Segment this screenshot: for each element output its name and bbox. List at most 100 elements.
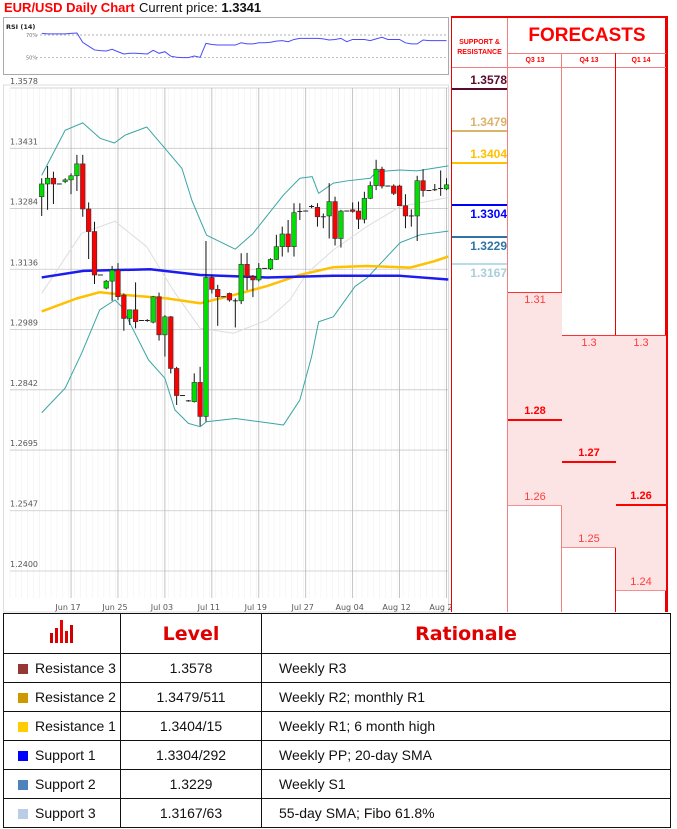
candle-body (279, 233, 285, 248)
candle-body (121, 294, 127, 319)
candle-body (74, 163, 80, 177)
color-swatch-icon (18, 809, 28, 819)
y-tick-label: 1.2989 (10, 319, 38, 328)
x-tick-label: Aug 04 (335, 603, 363, 612)
level-value: 1.3404/15 (120, 711, 262, 741)
color-swatch-icon (18, 780, 28, 790)
candle-body (355, 210, 362, 220)
table-row: Support 1 1.3304/292 Weekly PP; 20-day S… (3, 740, 671, 770)
level-value: 1.3229 (120, 769, 262, 799)
level-line (452, 204, 507, 207)
level-name-cell: Support 1 (3, 740, 121, 770)
forecast-mid-line (616, 503, 666, 506)
candle-body (39, 183, 45, 197)
rsi-panel (3, 17, 449, 75)
table-row: Resistance 1 1.3404/15 Weekly R1; 6 mont… (3, 711, 671, 741)
candle-body (350, 209, 356, 212)
candle-body (197, 382, 203, 417)
candle-body (50, 177, 57, 185)
candle-body (226, 293, 233, 301)
color-swatch-icon (18, 664, 28, 674)
candle-body (150, 296, 156, 323)
candle-body (174, 368, 180, 396)
forecast-mid-line (562, 461, 616, 464)
level-name-cell: Resistance 1 (3, 711, 121, 741)
candle-body (332, 201, 338, 239)
current-price-value: 1.3341 (221, 0, 262, 15)
forecast-low-label: 1.25 (578, 533, 600, 546)
level-value: 1.3479 (470, 115, 507, 130)
level-value: 1.3167 (470, 265, 507, 280)
candle-body (68, 175, 74, 181)
level-name-cell: Resistance 2 (3, 682, 121, 712)
column-divider (507, 18, 508, 612)
level-name-cell: Support 3 (3, 798, 121, 828)
quarter-label: Q4 13 (562, 53, 616, 68)
rationale: Weekly R1; 6 month high (261, 711, 671, 741)
price-chart: 70% 50% RSI (14) 1.3578 1.3431 1.3284 1.3136 1.… (3, 17, 451, 613)
forecast-mid-line (508, 418, 562, 421)
candle-body (132, 309, 139, 323)
level-name: Resistance 1 (35, 718, 116, 734)
chart-title: EUR/USD Daily Chart (4, 0, 135, 15)
level-name: Support 1 (35, 747, 96, 763)
candle-body (191, 382, 197, 402)
candle-body (86, 208, 92, 232)
x-tick-label: Aug 20 (429, 603, 451, 612)
candle-body (396, 185, 403, 207)
candle-body (80, 163, 86, 210)
forecast-range (508, 292, 562, 506)
candle-body (420, 180, 426, 191)
candle-body (267, 259, 274, 270)
candle-body (62, 179, 68, 182)
bar-chart-icon (50, 620, 73, 643)
y-tick-label: 1.3578 (10, 77, 38, 86)
candle-body (443, 184, 450, 190)
color-swatch-icon (18, 693, 28, 703)
forecasts-title: FORECASTS (508, 18, 666, 54)
candle-body (250, 276, 256, 281)
level-name-cell: Resistance 3 (3, 653, 121, 683)
candle-body (402, 205, 409, 217)
x-tick-label: Jul 19 (244, 603, 267, 612)
candle-body (168, 316, 174, 369)
level-name: Support 2 (35, 776, 96, 792)
rationale-header: Rationale (261, 613, 671, 654)
level-header: Level (120, 613, 262, 654)
column-divider (615, 53, 616, 612)
level-line (452, 88, 507, 90)
candle-body (273, 246, 279, 260)
table-row: Support 2 1.3229 Weekly S1 (3, 769, 671, 799)
rationale: 55-day SMA; Fibo 61.8% (261, 798, 671, 828)
level-name: Resistance 3 (35, 660, 116, 676)
color-swatch-icon (18, 751, 28, 761)
level-line (452, 130, 507, 133)
level-name-cell: Support 2 (3, 769, 121, 799)
y-tick-label: 1.2400 (10, 560, 38, 569)
quarter-label: Q3 13 (508, 53, 562, 68)
chart-frame (3, 84, 449, 613)
level-value: 1.3479/511 (120, 682, 262, 712)
rationale: Weekly R3 (261, 653, 671, 683)
x-tick-label: Jul 27 (291, 603, 314, 612)
forecast-mid-label: 1.28 (524, 404, 546, 417)
color-swatch-icon (18, 722, 28, 732)
levels-table: Level Rationale Resistance 3 1.3578 Week… (3, 613, 671, 828)
forecast-range (616, 334, 666, 591)
level-name: Resistance 2 (35, 689, 116, 705)
rationale: Weekly PP; 20-day SMA (261, 740, 671, 770)
rsi-level-label: 70% (26, 33, 37, 39)
table-icon-cell (3, 613, 121, 654)
candle-body (285, 233, 291, 248)
candle-body (379, 168, 385, 187)
x-tick-label: Jun 25 (101, 603, 127, 612)
bollinger-lower-line (41, 230, 449, 428)
candle-body (203, 277, 209, 417)
current-price-label: Current price: (139, 0, 218, 15)
rationale: Weekly S1 (261, 769, 671, 799)
candle-body (238, 264, 244, 302)
level-line (452, 262, 507, 265)
candle-body (115, 269, 121, 298)
level-line (452, 161, 507, 164)
candle-body (44, 177, 51, 185)
